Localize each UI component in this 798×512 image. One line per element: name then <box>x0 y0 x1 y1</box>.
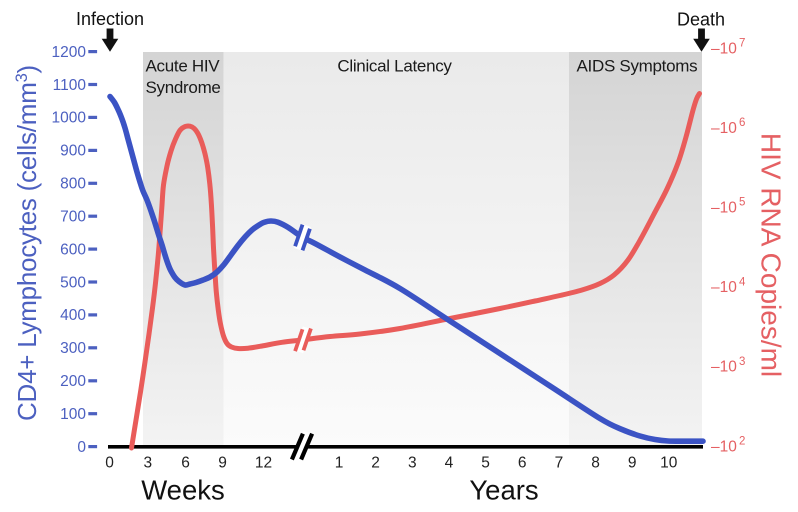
svg-text:800: 800 <box>60 176 86 193</box>
svg-text:8: 8 <box>591 455 600 472</box>
svg-text:700: 700 <box>60 209 86 226</box>
svg-text:Syndrome: Syndrome <box>146 78 221 97</box>
svg-text:5: 5 <box>481 455 490 472</box>
svg-text:Infection: Infection <box>76 9 144 29</box>
svg-text:100: 100 <box>60 406 86 423</box>
svg-text:Clinical Latency: Clinical Latency <box>337 57 452 76</box>
svg-text:1100: 1100 <box>53 77 87 94</box>
svg-text:7: 7 <box>555 455 564 472</box>
svg-text:600: 600 <box>60 241 86 258</box>
svg-text:–10: –10 <box>711 359 737 376</box>
svg-text:–10: –10 <box>711 120 737 137</box>
svg-text:500: 500 <box>60 274 86 291</box>
svg-text:4: 4 <box>445 455 454 472</box>
svg-text:1: 1 <box>335 455 344 472</box>
svg-text:Years: Years <box>469 475 538 506</box>
svg-text:12: 12 <box>255 455 272 472</box>
svg-text:10: 10 <box>660 455 678 472</box>
svg-text:1000: 1000 <box>52 110 87 127</box>
svg-text:9: 9 <box>628 455 637 472</box>
svg-text:300: 300 <box>60 340 86 357</box>
svg-text:–10: –10 <box>711 438 737 455</box>
svg-text:–10: –10 <box>711 279 737 296</box>
svg-text:6: 6 <box>739 117 745 129</box>
svg-text:3: 3 <box>739 356 745 368</box>
svg-text:9: 9 <box>218 455 227 472</box>
svg-text:7: 7 <box>739 38 745 50</box>
svg-text:2: 2 <box>371 455 380 472</box>
svg-text:4: 4 <box>739 276 746 288</box>
svg-text:6: 6 <box>518 455 527 472</box>
svg-text:Weeks: Weeks <box>141 475 225 506</box>
svg-text:HIV RNA Copies/ml: HIV RNA Copies/ml <box>756 133 787 377</box>
svg-text:900: 900 <box>60 143 86 160</box>
svg-text:1200: 1200 <box>52 44 87 61</box>
svg-text:Acute HIV: Acute HIV <box>146 57 221 76</box>
svg-text:3: 3 <box>408 455 417 472</box>
svg-text:–10: –10 <box>711 200 737 217</box>
svg-text:0: 0 <box>105 455 114 472</box>
svg-text:–10: –10 <box>711 40 737 57</box>
svg-text:5: 5 <box>739 197 745 209</box>
svg-text:CD4+ Lymphocytes (cells/mm3): CD4+ Lymphocytes (cells/mm3) <box>12 65 42 421</box>
svg-text:0: 0 <box>77 439 86 456</box>
svg-text:6: 6 <box>181 455 190 472</box>
svg-text:2: 2 <box>739 436 745 448</box>
svg-text:3: 3 <box>143 455 152 472</box>
svg-text:AIDS Symptoms: AIDS Symptoms <box>577 57 698 76</box>
svg-text:Death: Death <box>677 10 725 30</box>
svg-text:400: 400 <box>60 307 86 324</box>
svg-text:200: 200 <box>60 373 86 390</box>
